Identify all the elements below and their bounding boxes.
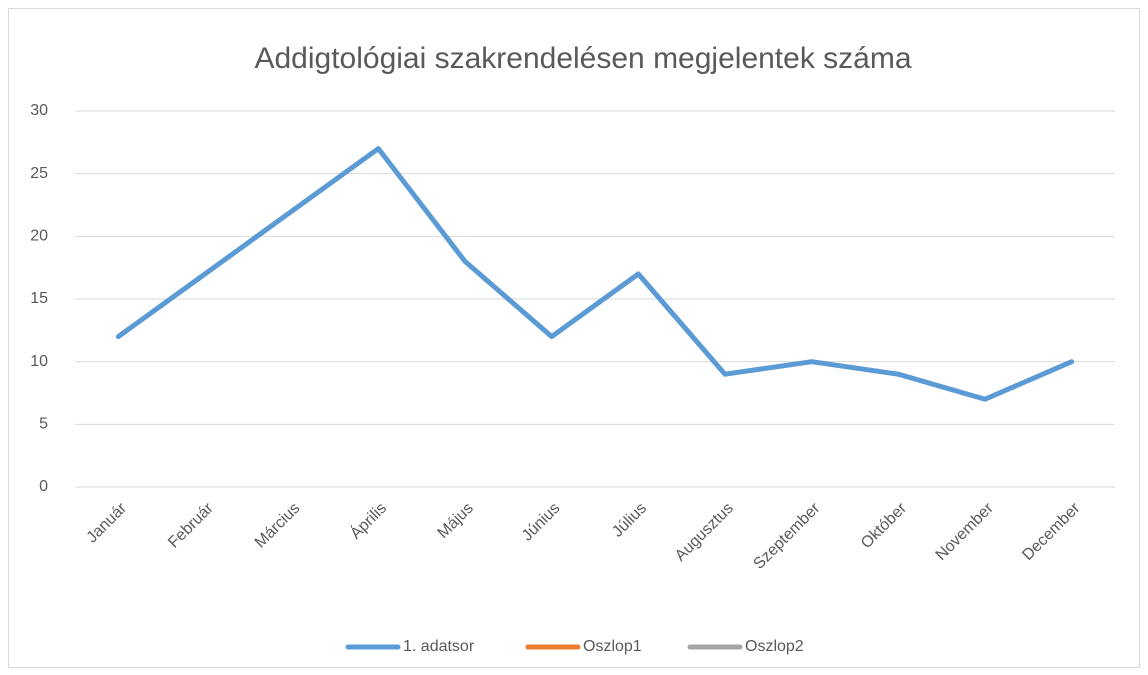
legend-label: 1. adatsor xyxy=(403,638,475,655)
y-tick-label: 0 xyxy=(39,478,48,495)
chart-title: Addigtológiai szakrendelésen megjelentek… xyxy=(254,42,911,75)
y-tick-label: 5 xyxy=(39,416,48,433)
y-tick-label: 30 xyxy=(30,102,48,119)
y-tick-label: 25 xyxy=(30,165,48,182)
y-tick-label: 20 xyxy=(30,228,48,245)
legend-label: Oszlop1 xyxy=(583,638,642,655)
y-tick-label: 10 xyxy=(30,353,48,370)
y-tick-label: 15 xyxy=(30,290,48,307)
series-line xyxy=(115,146,1075,402)
legend-label: Oszlop2 xyxy=(745,638,804,655)
chart-border xyxy=(8,8,1140,668)
